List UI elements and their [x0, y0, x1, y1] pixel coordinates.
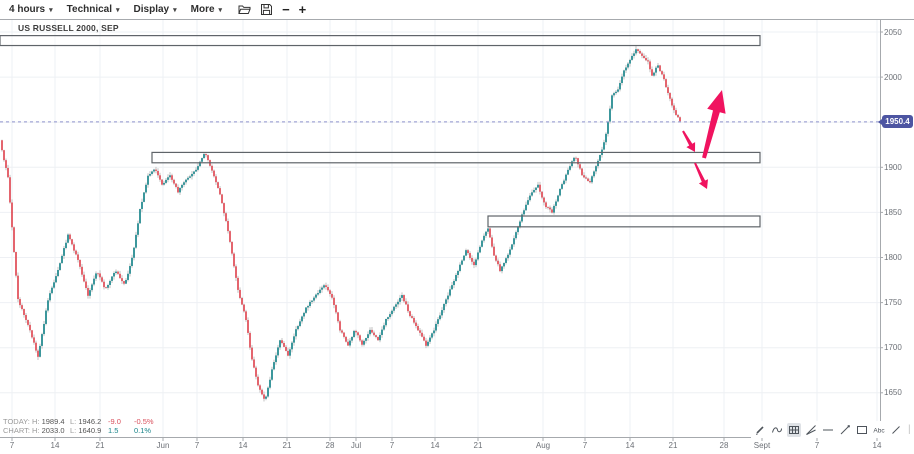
legend-chart-low: L: 1640.9	[70, 426, 102, 435]
line-tool-icon[interactable]	[889, 423, 903, 437]
time-axis-label: 21	[95, 441, 105, 450]
legend-row-today: TODAY: H: 1989.4 L: 1946.2 -9.0 -0.5%	[3, 417, 164, 426]
display-dropdown[interactable]: Display ▾	[134, 4, 177, 15]
time-axis-label: 14	[238, 441, 248, 450]
legend-chart-change-pct: 0.1%	[134, 426, 152, 435]
price-axis-label: 1900	[884, 162, 902, 172]
price-axis-label: 1850	[884, 207, 902, 217]
toolbar-icons: − +	[238, 3, 306, 16]
legend-chart-change: 1.5	[108, 426, 119, 435]
timeframe-dropdown[interactable]: 4 hours ▾	[9, 4, 53, 15]
time-axis-label: Aug	[535, 441, 551, 450]
price-axis-label: 2000	[884, 72, 902, 82]
toolbar-separator: |	[908, 424, 911, 435]
time-axis-label: 7	[582, 441, 588, 450]
grid-tool-icon[interactable]	[787, 422, 801, 437]
time-axis-label: Jun	[156, 441, 170, 450]
legend-today-low: L: 1946.2	[70, 417, 102, 426]
big-up-arrow	[702, 90, 726, 159]
chevron-down-icon: ▾	[49, 6, 53, 14]
trend-lines-tool-icon[interactable]	[804, 423, 818, 437]
time-axis-label: Sept	[753, 441, 771, 450]
time-axis-label: 14	[872, 441, 882, 450]
time-axis-label: 14	[430, 441, 440, 450]
horizontal-line-tool-icon[interactable]	[821, 423, 835, 437]
legend-row-chart: CHART: H: 2033.0 L: 1640.9 1.5 0.1%	[3, 426, 164, 435]
diagonal-line-tool-icon[interactable]	[838, 423, 852, 437]
legend-today-change-pct: -0.5%	[134, 417, 154, 426]
legend-today-high: H: 1989.4	[32, 417, 65, 426]
chevron-down-icon: ▾	[173, 6, 177, 14]
chevron-down-icon: ▾	[116, 6, 120, 14]
technical-dropdown[interactable]: Technical ▾	[67, 4, 120, 15]
chart-legend: TODAY: H: 1989.4 L: 1946.2 -9.0 -0.5% CH…	[3, 417, 164, 435]
more-dropdown[interactable]: More ▾	[191, 4, 222, 15]
time-axis-label: 28	[325, 441, 335, 450]
drawing-toolbar: Abc|×	[751, 421, 914, 438]
time-axis-label: 21	[473, 441, 483, 450]
time-axis-label: 14	[50, 441, 60, 450]
save-icon[interactable]	[260, 3, 273, 16]
legend-today-change: -9.0	[108, 417, 121, 426]
time-axis-label: 21	[668, 441, 678, 450]
chevron-down-icon: ▾	[218, 6, 223, 14]
top-toolbar: 4 hours ▾ Technical ▾ Display ▾ More ▾ −…	[0, 0, 914, 19]
time-axis-label: 7	[814, 441, 820, 450]
time-axis-label: 28	[719, 441, 729, 450]
price-axis[interactable]: 2050 2000 1900 1850 1800 1750 1700 1650	[884, 0, 914, 454]
time-axis-label: 7	[9, 441, 15, 450]
legend-chart-high: H: 2033.0	[32, 426, 65, 435]
symbol-label: US RUSSELL 2000, SEP	[18, 23, 119, 33]
legend-today-name: TODAY:	[3, 417, 30, 426]
time-axis[interactable]: 7 14 21 Jun 7 14 21 28 Jul 7 14 21 Aug 7 14 21 28 Sept 7 14	[0, 441, 914, 453]
price-axis-label: 1800	[884, 253, 902, 262]
pen-tool-icon[interactable]	[753, 423, 767, 437]
time-axis-label: 7	[194, 441, 200, 450]
display-label: Display	[133, 4, 170, 15]
zoom-in-button[interactable]: +	[298, 2, 307, 17]
open-folder-icon[interactable]	[238, 3, 251, 16]
text-tool-icon[interactable]: Abc	[872, 423, 886, 437]
time-axis-label: 21	[282, 441, 292, 450]
svg-text:Abc: Abc	[873, 427, 885, 434]
price-axis-label: 1750	[884, 298, 902, 308]
rectangle-tool-icon[interactable]	[855, 423, 869, 437]
price-axis-label: 2050	[884, 27, 902, 37]
more-label: More	[190, 4, 215, 15]
small-down-arrow-1	[682, 130, 696, 152]
small-down-arrow-2	[694, 162, 708, 189]
curve-tool-icon[interactable]	[770, 423, 784, 437]
current-price-tag: 1950.4	[878, 115, 913, 129]
time-axis-label: 7	[389, 441, 395, 450]
time-axis-label: Jul	[350, 441, 362, 450]
price-axis-label: 1700	[884, 343, 902, 353]
current-price-value: 1950.4	[885, 117, 910, 127]
timeframe-label: 4 hours	[9, 4, 46, 15]
zoom-out-button[interactable]: −	[282, 2, 290, 17]
legend-chart-name: CHART:	[3, 426, 30, 435]
technical-label: Technical	[66, 4, 113, 15]
time-axis-label: 14	[625, 441, 635, 450]
price-axis-label: 1650	[884, 388, 902, 398]
